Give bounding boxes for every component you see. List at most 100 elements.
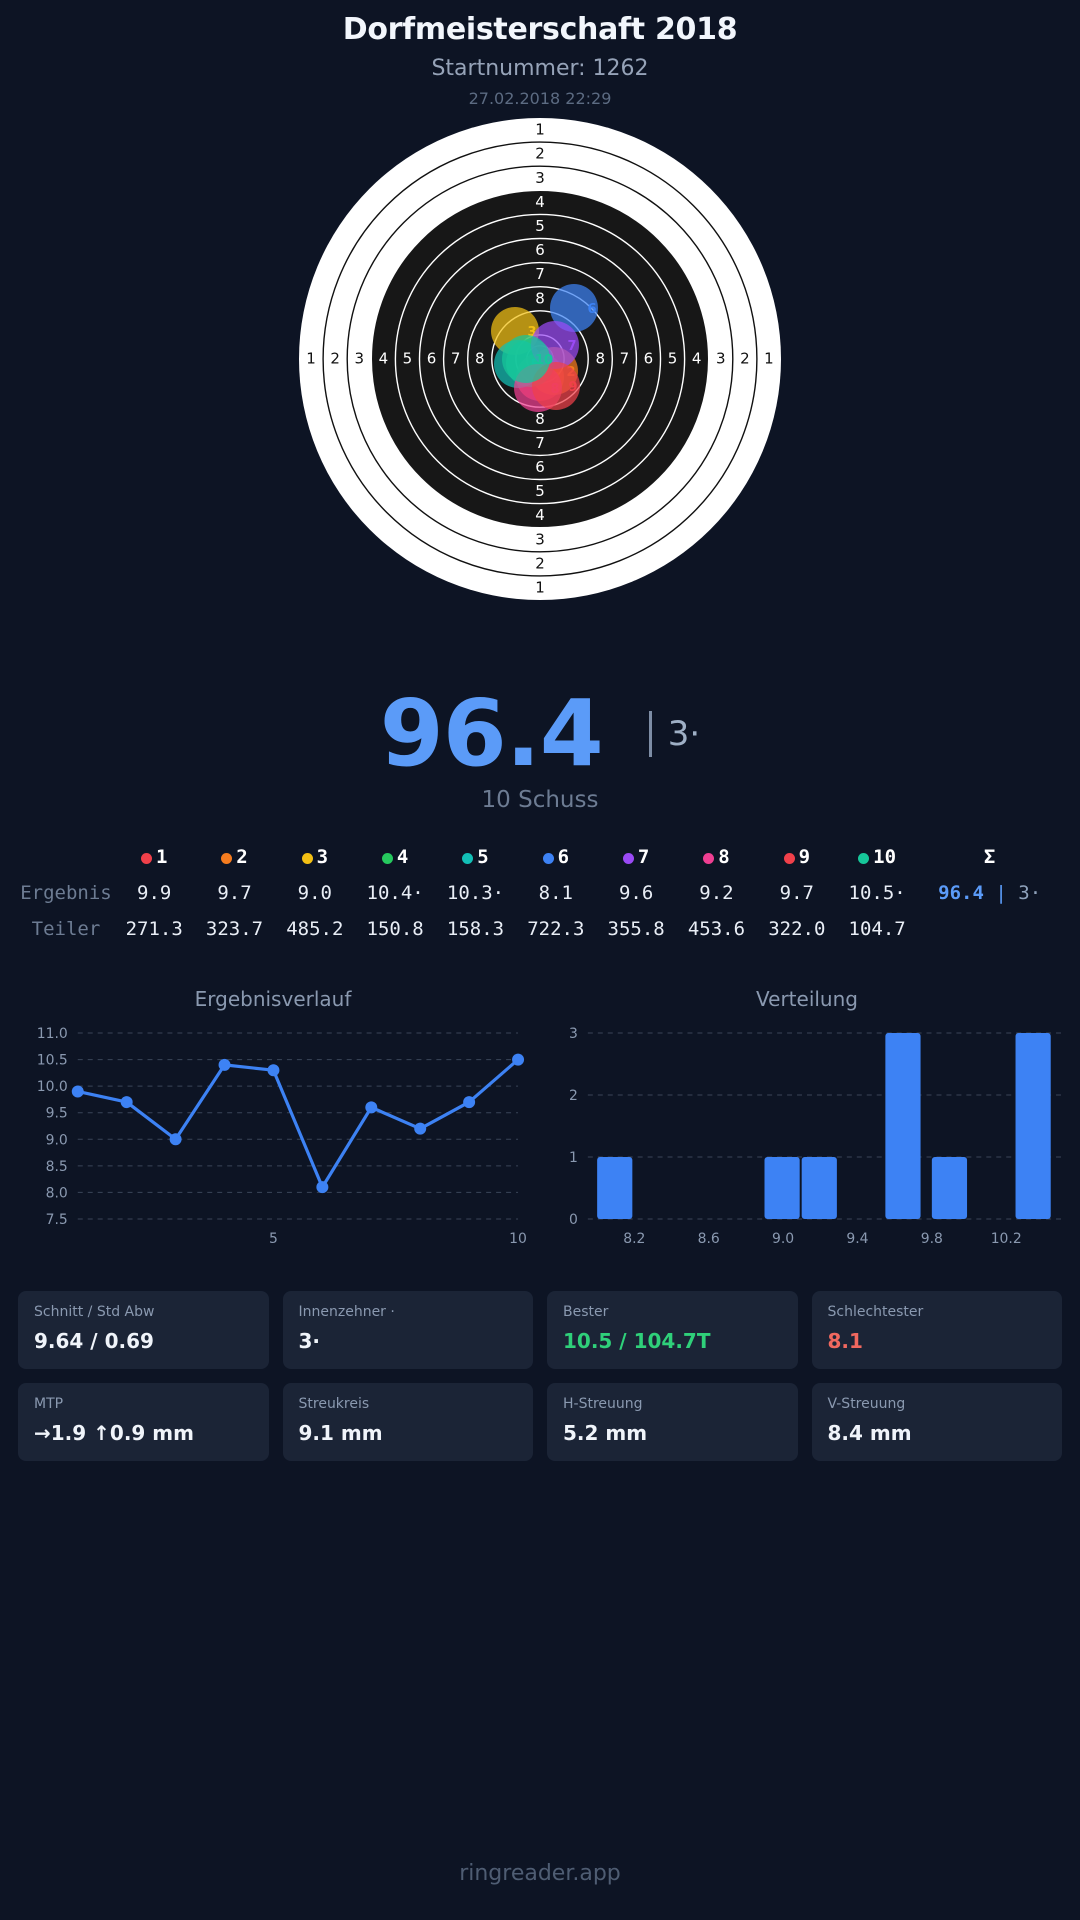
- line-x-tick: 5: [269, 1231, 278, 1247]
- line-data-point[interactable]: [169, 1133, 182, 1146]
- bar-x-tick: 8.2: [623, 1231, 645, 1247]
- bar-plot[interactable]: 0 1 2 3 8.2 8.6 9.0 9.4 9.8 10.2: [548, 1023, 1066, 1255]
- teiler-cell: 104.7: [848, 918, 906, 941]
- target-ring-number: 1: [535, 121, 545, 139]
- target-ring-number: 4: [692, 350, 702, 368]
- header-spacer: [18, 839, 114, 875]
- target-ring-number: 8: [595, 350, 605, 368]
- target-ring-number: 3: [354, 350, 364, 368]
- row-label-teiler: Teiler: [31, 918, 101, 941]
- shot-marker-label: 7: [567, 339, 576, 354]
- shot-header-label: 9: [798, 846, 811, 869]
- bar-rect[interactable]: [931, 1157, 968, 1220]
- stats-row: MTP →1.9 ↑0.9 mm Streukreis 9.1 mm H-Streuun…: [18, 1383, 1062, 1462]
- shot-header-label: 4: [396, 846, 409, 869]
- teiler-cell: 322.0: [768, 918, 826, 941]
- target-ring-number: 2: [740, 350, 750, 368]
- shot-table-wrap: 1 2 3 4 5 6 7 8 9 10 Σ Ergebnis 9.9 9.7 9.0 10.4· 10.3…: [0, 839, 1080, 947]
- stat-card-label: Schlechtester: [827, 1304, 924, 1321]
- line-data-point[interactable]: [365, 1101, 378, 1114]
- charts-section: Ergebnisverlauf 11.0 10.5 10.0 9.5 9.0 8.5 8.0…: [0, 987, 1080, 1255]
- shot-header-9[interactable]: 9: [757, 839, 837, 875]
- shot-header-label: 8: [718, 846, 730, 869]
- target-ring-number: 6: [427, 350, 437, 368]
- line-plot[interactable]: 11.0 10.5 10.0 9.5 9.0 8.5 8.0 7.5 5 10: [14, 1023, 532, 1255]
- line-data-point[interactable]: [120, 1096, 133, 1109]
- stat-card[interactable]: Innenzehner · 3·: [282, 1291, 533, 1370]
- stat-card[interactable]: Schnitt / Std Abw 9.64 / 0.69: [18, 1291, 269, 1370]
- shot-marker-label: 9: [568, 380, 577, 395]
- shot-header-1[interactable]: 1: [114, 839, 194, 875]
- shot-header-label: 5: [477, 846, 489, 869]
- shot-header-2[interactable]: 2: [194, 839, 274, 875]
- chart-ergebnisverlauf: Ergebnisverlauf 11.0 10.5 10.0 9.5 9.0 8.5 8.0…: [14, 987, 532, 1255]
- stat-card[interactable]: V-Streuung 8.4 mm: [811, 1383, 1062, 1462]
- line-data-point[interactable]: [316, 1181, 329, 1194]
- stat-card-value: 5.2 mm: [563, 1421, 648, 1446]
- score-divider: [648, 710, 652, 757]
- target-ring-number: 5: [535, 217, 545, 235]
- stat-card-value: 8.4 mm: [827, 1421, 912, 1446]
- target-ring-number: 6: [644, 350, 654, 368]
- stat-card-value: 10.5 / 104.7T: [563, 1329, 711, 1354]
- bar-rect[interactable]: [1015, 1033, 1051, 1220]
- stat-card-label: V-Streuung: [827, 1396, 906, 1413]
- bar-x-tick: 9.0: [772, 1231, 794, 1247]
- line-data-point[interactable]: [463, 1096, 476, 1109]
- teiler-cell: 722.3: [527, 918, 585, 941]
- target-ring-number: 1: [764, 350, 774, 368]
- target-ring-number: 7: [535, 265, 545, 283]
- stat-card-label: Bester: [563, 1304, 609, 1321]
- shot-header-5[interactable]: 5: [435, 839, 515, 875]
- stat-card[interactable]: Streukreis 9.1 mm: [282, 1383, 533, 1462]
- shot-header-label: 3: [316, 846, 329, 869]
- stat-card-value: 8.1: [827, 1329, 863, 1354]
- line-data-point[interactable]: [414, 1123, 427, 1136]
- shot-header-8[interactable]: 8: [676, 839, 756, 875]
- shot-marker-label: 3: [527, 325, 536, 340]
- bar-rect[interactable]: [597, 1157, 633, 1220]
- shot-header-label: 2: [236, 846, 248, 869]
- bar-rect[interactable]: [764, 1157, 800, 1220]
- teiler-cell: 271.3: [125, 918, 183, 941]
- stat-card-label: Innenzehner ·: [298, 1304, 395, 1321]
- line-y-tick: 11.0: [37, 1026, 68, 1042]
- target-ring-number: 6: [535, 458, 545, 476]
- teiler-cell: 323.7: [205, 918, 264, 941]
- bar-y-tick: 2: [569, 1088, 578, 1104]
- shot-count-label: 10 Schuss: [481, 787, 599, 814]
- shooting-target[interactable]: 1234567887654321123456788765432112345678…: [299, 118, 781, 600]
- stat-card-value: 3·: [298, 1329, 321, 1354]
- shot-color-dot: [858, 853, 870, 865]
- total-score: 96.4: [379, 680, 604, 787]
- bar-x-tick: 9.4: [846, 1231, 868, 1247]
- stat-card[interactable]: Bester 10.5 / 104.7T: [547, 1291, 798, 1370]
- line-data-point[interactable]: [512, 1053, 525, 1066]
- stat-card[interactable]: Schlechtester 8.1: [811, 1291, 1062, 1370]
- bar-rect[interactable]: [801, 1157, 837, 1220]
- target-ring-number: 5: [668, 350, 678, 368]
- stat-card[interactable]: H-Streuung 5.2 mm: [547, 1383, 798, 1462]
- inner-ten-count: 3·: [667, 713, 701, 754]
- bar-rect[interactable]: [885, 1033, 921, 1220]
- shot-color-dot: [301, 853, 313, 865]
- ergebnis-cell: 9.6: [618, 882, 654, 905]
- stat-card-label: Streukreis: [298, 1396, 370, 1413]
- shot-header-7[interactable]: 7: [596, 839, 676, 875]
- line-data-point[interactable]: [71, 1085, 84, 1098]
- shot-header-6[interactable]: 6: [516, 839, 596, 875]
- shot-header-10[interactable]: 10: [837, 839, 917, 875]
- stat-card[interactable]: MTP →1.9 ↑0.9 mm: [18, 1383, 269, 1462]
- shot-marker[interactable]: [550, 284, 598, 332]
- ergebnis-cell: 10.4·: [366, 882, 424, 905]
- shot-header-4[interactable]: 4: [355, 839, 435, 875]
- line-data-point[interactable]: [267, 1064, 280, 1077]
- shot-marker[interactable]: [502, 335, 550, 383]
- chart-title-verteilung: Verteilung: [756, 987, 858, 1012]
- sum-header: Σ: [983, 846, 996, 869]
- target-ring-number: 2: [535, 145, 545, 163]
- line-data-point[interactable]: [218, 1059, 231, 1072]
- stat-card-value: 9.1 mm: [298, 1421, 383, 1446]
- shot-header-3[interactable]: 3: [275, 839, 355, 875]
- table-row-teiler: Teiler 271.3 323.7 485.2 150.8 158.3 722.3 355…: [18, 911, 1062, 947]
